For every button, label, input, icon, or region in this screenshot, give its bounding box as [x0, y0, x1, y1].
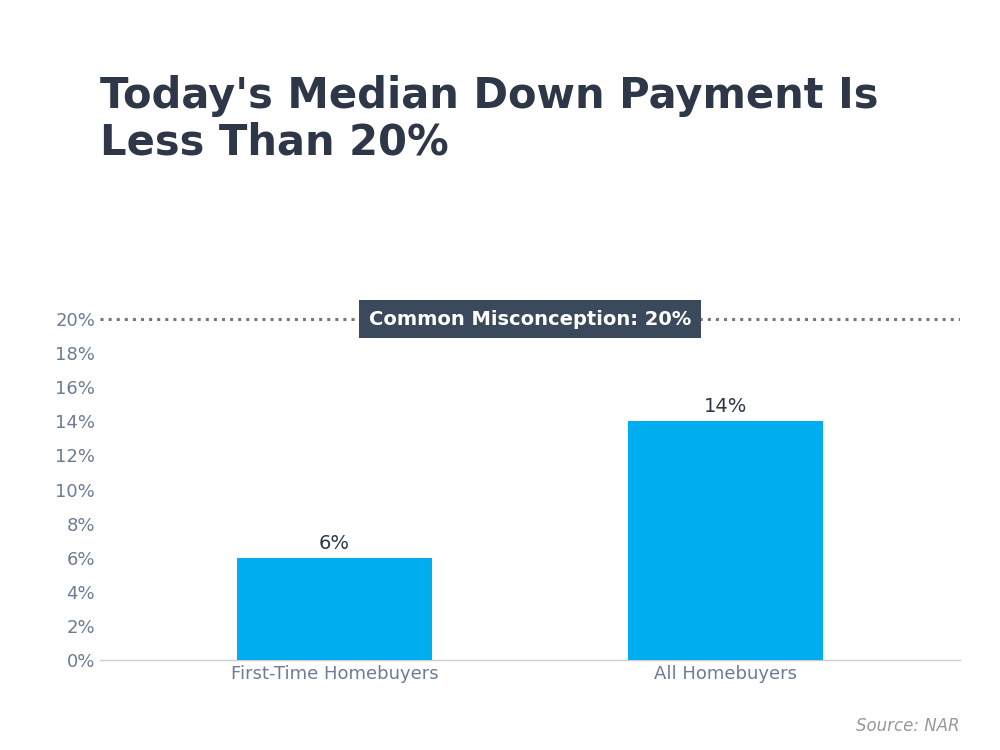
Bar [628, 422, 823, 660]
Text: Common Misconception: 20%: Common Misconception: 20% [369, 310, 691, 328]
Text: Source: NAR: Source: NAR [856, 717, 960, 735]
Text: Today's Median Down Payment Is
Less Than 20%: Today's Median Down Payment Is Less Than… [100, 75, 879, 164]
Text: 14%: 14% [704, 398, 747, 416]
Text: 6%: 6% [319, 533, 350, 553]
Bar [237, 558, 432, 660]
